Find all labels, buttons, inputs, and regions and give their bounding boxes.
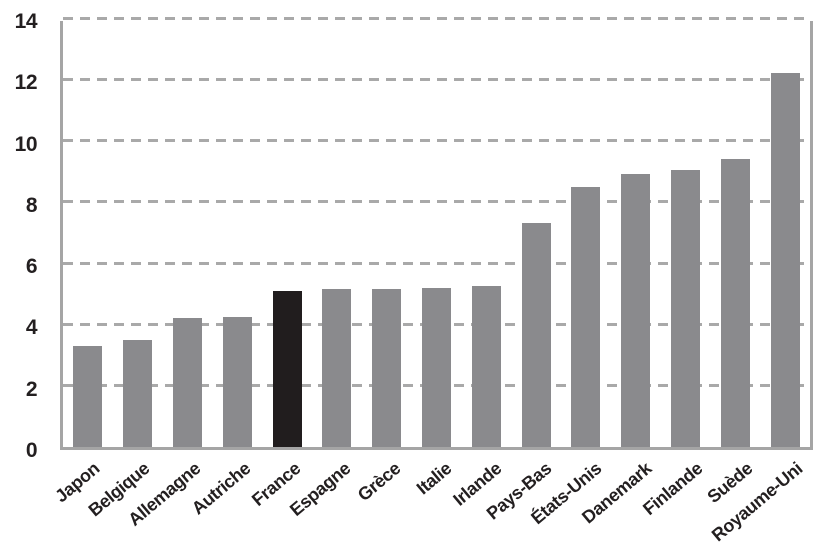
bar-slot [412, 21, 462, 447]
y-tick-label: 14 [14, 10, 38, 33]
bar-slot [661, 21, 711, 447]
bar-slot [212, 21, 262, 447]
bar-finlande [670, 169, 700, 447]
bar-slot [561, 21, 611, 447]
gridline-6 [63, 261, 810, 265]
bars-group [63, 21, 810, 447]
y-tick-label: 2 [25, 377, 38, 401]
y-tick-label: 10 [14, 132, 38, 156]
bar-su-de [720, 158, 750, 447]
gridline-8 [63, 200, 810, 204]
bar-slot [262, 21, 312, 447]
bar-danemark [621, 174, 651, 447]
bar-slot [461, 21, 511, 447]
bar-gr-ce [372, 289, 402, 447]
bar-slot [511, 21, 561, 447]
gridline-10 [63, 139, 810, 143]
bar-slot [63, 21, 113, 447]
bar-slot [163, 21, 213, 447]
bar-irlande [471, 286, 501, 447]
bar-royaume-uni [770, 73, 800, 447]
bar-slot [113, 21, 163, 447]
bar-belgique [123, 339, 153, 447]
y-tick-label: 0 [25, 439, 38, 462]
y-tick-label: 8 [25, 193, 38, 217]
bar-japon [73, 345, 103, 447]
y-tick-label: 4 [25, 316, 38, 340]
y-tick-label: 6 [25, 255, 38, 279]
bar-france [272, 290, 302, 447]
bar-autriche [222, 316, 252, 447]
bar--tats-unis [571, 186, 601, 447]
bar-slot [760, 21, 810, 447]
bar-slot [611, 21, 661, 447]
gridline-12 [63, 77, 810, 81]
bar-allemagne [172, 318, 202, 447]
bar-pays-bas [521, 223, 551, 447]
gridline-14 [63, 16, 810, 20]
bar-slot [710, 21, 760, 447]
bar-espagne [322, 289, 352, 447]
bar-slot [312, 21, 362, 447]
bar-italie [421, 287, 451, 447]
bar-slot [362, 21, 412, 447]
plot-area [60, 16, 813, 450]
y-tick-label: 12 [14, 71, 38, 95]
